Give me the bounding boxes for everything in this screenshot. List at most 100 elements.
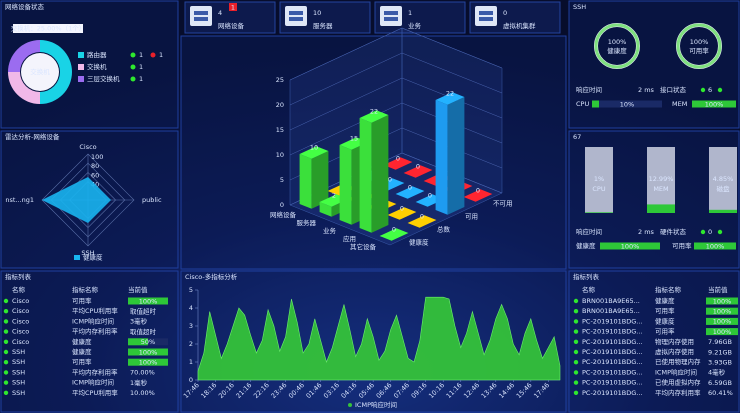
bar-face	[403, 165, 433, 178]
cell: 可用率	[72, 357, 92, 366]
bar-text: 100%	[706, 242, 725, 250]
bar	[387, 207, 417, 220]
status-dot	[3, 390, 9, 395]
stat-icon-detail	[384, 17, 398, 21]
cell: Cisco	[12, 297, 29, 305]
z-tick-label: 5	[280, 176, 284, 184]
status-dot	[130, 52, 136, 58]
meter-value: 1%	[594, 175, 604, 183]
alert-count: 1	[159, 51, 163, 59]
bar-fill	[706, 297, 738, 305]
cell: 9.21GB	[708, 348, 732, 356]
cell: 7.96GB	[708, 338, 732, 346]
stat-icon-detail	[194, 17, 208, 21]
bar-fill	[128, 338, 148, 346]
y-tick-label: 5	[189, 286, 193, 294]
table-header: 名称	[582, 285, 596, 294]
cell: SSH	[12, 379, 25, 387]
bar	[299, 146, 329, 209]
cell: ICMP响应时间	[72, 378, 114, 387]
stat-value: 1	[408, 9, 412, 17]
bar	[403, 165, 433, 178]
gauge-label: 健康度	[607, 46, 627, 55]
callout	[13, 24, 83, 33]
bar-fill	[692, 100, 736, 108]
series-label: 可用	[465, 213, 478, 221]
legend-label: 健康度	[83, 253, 103, 262]
bar-face	[339, 145, 352, 225]
cell: 平均内存利用率	[72, 367, 118, 376]
category-label: 应用	[343, 234, 356, 243]
cell: 已使用物理内存	[655, 357, 701, 366]
gauge-arc	[594, 23, 640, 69]
status-dot	[130, 64, 136, 70]
legend-swatch	[74, 255, 80, 260]
bar-face	[299, 154, 312, 209]
radar-axis-label: public	[142, 196, 162, 204]
bar-fill	[128, 358, 168, 366]
y-tick-label: 4	[189, 304, 193, 312]
bar-face	[319, 202, 332, 217]
bar-text: 100%	[713, 297, 732, 305]
bar-fill	[706, 307, 738, 315]
bar-text: 10%	[620, 100, 634, 108]
series-label: 健康度	[409, 238, 429, 247]
cell: SSH	[12, 348, 25, 356]
grid-line	[289, 27, 503, 81]
table-header: 指标名称	[72, 285, 99, 294]
cell: SSH	[12, 389, 25, 397]
row-label: 响应时间	[576, 85, 602, 94]
bar-text: 50%	[141, 338, 155, 346]
grid-line	[289, 77, 503, 131]
cell: PC-2019101BDG...	[582, 368, 642, 376]
bar-fill	[600, 242, 660, 250]
bar	[435, 92, 465, 215]
meter-value: 4.85%	[713, 175, 734, 183]
row-label: 可用率	[672, 241, 692, 250]
bar	[407, 215, 437, 228]
stat-icon-detail	[289, 17, 303, 21]
cell: 可用率	[655, 327, 675, 336]
legend-swatch	[78, 76, 84, 82]
area	[197, 296, 561, 381]
status-dot	[573, 380, 579, 385]
bar-face	[407, 215, 437, 228]
gauge-value: 100%	[690, 38, 709, 46]
cell: Cisco	[12, 317, 29, 325]
bar-text: 100%	[713, 318, 732, 326]
cell: 健康度	[655, 316, 675, 325]
bar	[383, 157, 413, 170]
status-dot	[573, 329, 579, 334]
row-label: 响应时间	[576, 227, 602, 236]
count: 1	[139, 51, 143, 59]
bar-face	[299, 146, 329, 159]
z-tick-label: 15	[276, 126, 284, 134]
row-label: MEM	[672, 100, 687, 108]
value-label: 10	[310, 144, 318, 152]
bar-face	[311, 151, 329, 209]
cell: 10.00%	[130, 389, 155, 397]
table-header: 名称	[12, 285, 26, 294]
radar-axis-label: SSH	[81, 249, 94, 257]
bar-text: 100%	[713, 328, 732, 336]
cell: 60.41%	[708, 389, 733, 397]
status-dot	[573, 390, 579, 395]
cell: 3毫秒	[130, 317, 148, 326]
status-dot	[573, 309, 579, 314]
panel	[568, 0, 740, 129]
bar-face	[463, 189, 493, 202]
stat-value: 4	[218, 9, 222, 17]
y-tick-label: 2	[189, 340, 193, 348]
panel-title: 网络设备状态	[5, 2, 45, 11]
bar	[379, 228, 409, 241]
bar-face	[447, 97, 465, 215]
stat-icon	[285, 6, 307, 26]
bar-fill	[706, 328, 738, 336]
cell: 平均内存利用率	[72, 327, 118, 336]
meter-label: CPU	[592, 185, 605, 193]
value-label: 0	[420, 213, 424, 221]
row-value: 2 ms	[638, 86, 655, 94]
status-dot	[573, 319, 579, 324]
stat-icon-detail	[289, 11, 303, 15]
